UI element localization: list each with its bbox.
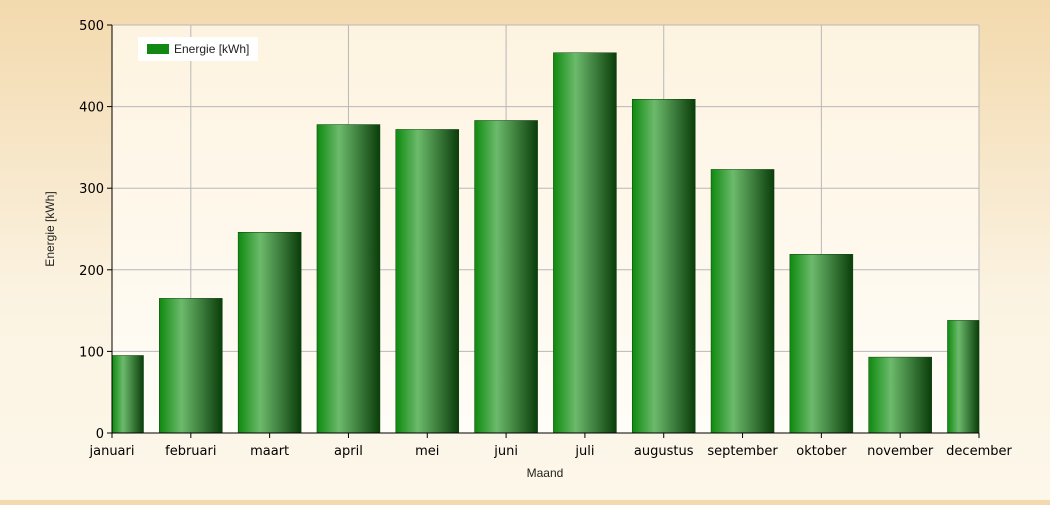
bar-augustus — [631, 99, 696, 434]
x-tick-label: juni — [493, 444, 518, 459]
bars — [111, 52, 980, 434]
y-tick-label: 400 — [79, 101, 104, 116]
x-tick-label: oktober — [796, 444, 847, 459]
x-tick-label: augustus — [634, 444, 694, 459]
x-tick-label: maart — [250, 444, 289, 459]
bar-juni — [474, 120, 538, 434]
x-axis-title: Maand — [527, 466, 564, 480]
bar-april — [316, 124, 381, 434]
legend-swatch — [147, 44, 169, 54]
bar-mei — [395, 129, 460, 434]
legend-label: Energie [kWh] — [174, 42, 249, 56]
y-tick-label: 0 — [96, 427, 104, 442]
x-tick-label: januari — [89, 444, 135, 459]
axes — [111, 25, 979, 434]
bar-maart — [237, 232, 302, 434]
legend: Energie [kWh] — [138, 37, 258, 61]
y-tick-label: 300 — [79, 182, 104, 197]
x-tick-label: mei — [415, 444, 439, 459]
x-tick-labels: januari februari maart april mei juni juli augu… — [89, 433, 1012, 459]
bar-september — [710, 169, 775, 434]
bar-januari — [111, 355, 144, 434]
bar-november — [868, 356, 932, 434]
bar-oktober — [789, 254, 854, 434]
y-tick-label: 100 — [79, 345, 104, 360]
bar-juli — [553, 52, 617, 434]
y-axis-title: Energie [kWh] — [43, 191, 57, 266]
y-tick-labels: 0 100 200 300 400 500 — [79, 19, 112, 442]
x-tick-label: juli — [574, 444, 594, 459]
x-tick-label: februari — [165, 444, 216, 459]
y-tick-label: 200 — [79, 264, 104, 279]
x-tick-label: september — [707, 444, 778, 459]
x-tick-label: november — [867, 444, 934, 459]
y-tick-label: 500 — [79, 19, 104, 34]
bar-februari — [159, 298, 223, 434]
bar-december — [947, 320, 980, 434]
x-tick-label: december — [946, 444, 1012, 459]
x-tick-label: april — [334, 444, 363, 459]
